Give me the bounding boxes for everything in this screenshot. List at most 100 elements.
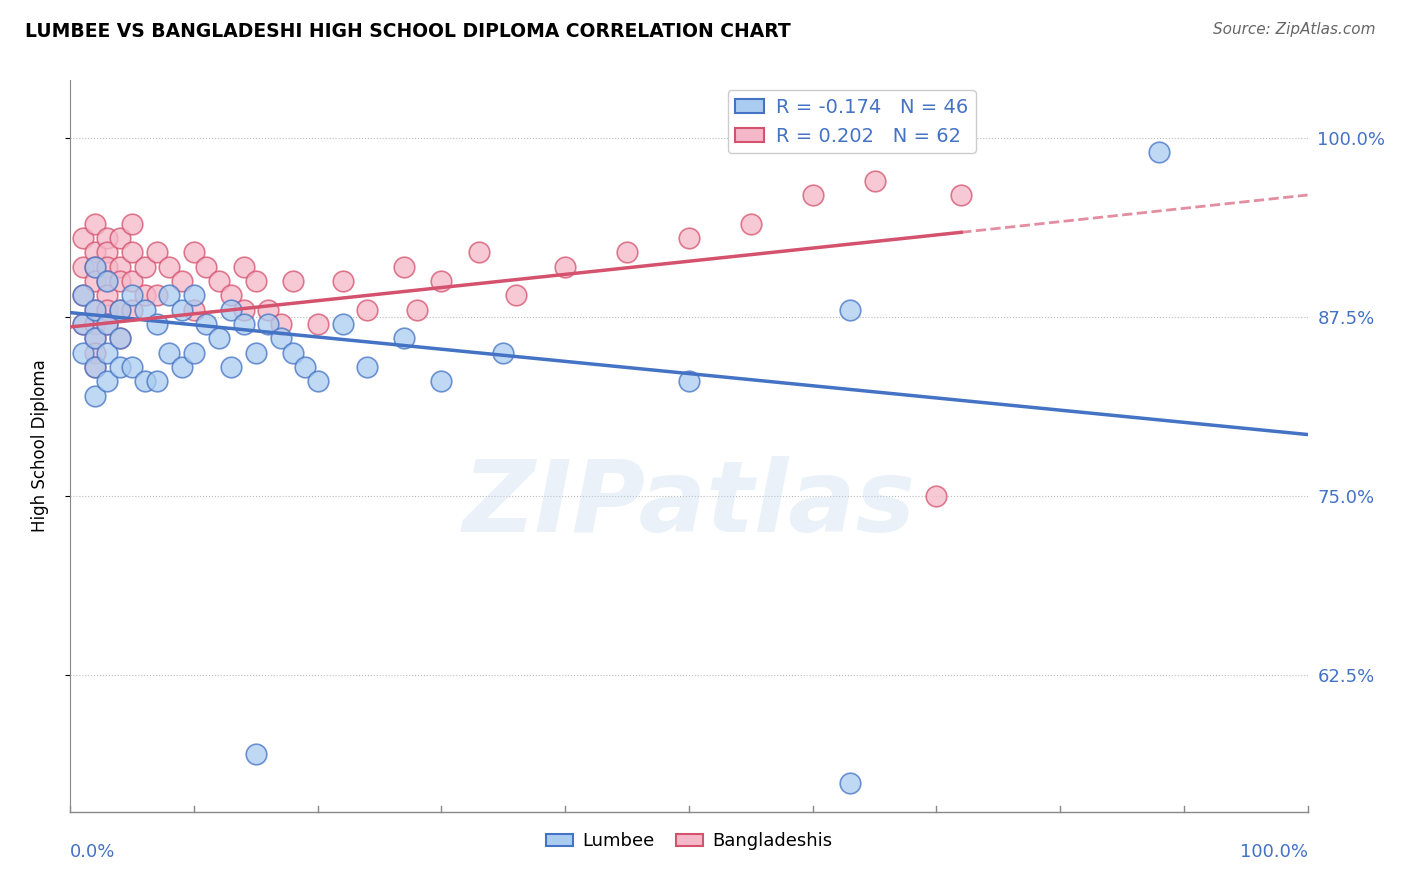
Point bbox=[430, 375, 453, 389]
Point bbox=[108, 274, 131, 288]
Point bbox=[950, 188, 973, 202]
Text: 100.0%: 100.0% bbox=[1240, 843, 1308, 862]
Point bbox=[84, 360, 107, 375]
Point bbox=[84, 260, 107, 274]
Point bbox=[307, 317, 329, 331]
Point bbox=[740, 217, 762, 231]
Point bbox=[72, 345, 94, 359]
Point bbox=[219, 360, 242, 375]
Point bbox=[219, 288, 242, 302]
Point bbox=[121, 360, 143, 375]
Legend: Lumbee, Bangladeshis: Lumbee, Bangladeshis bbox=[538, 825, 839, 857]
Point bbox=[208, 331, 231, 345]
Point bbox=[1147, 145, 1170, 159]
Text: 0.0%: 0.0% bbox=[70, 843, 115, 862]
Point bbox=[121, 245, 143, 260]
Point bbox=[257, 317, 280, 331]
Point bbox=[281, 274, 304, 288]
Point bbox=[405, 302, 427, 317]
Point bbox=[157, 260, 180, 274]
Point bbox=[108, 331, 131, 345]
Point bbox=[270, 317, 292, 331]
Point bbox=[96, 231, 118, 245]
Point bbox=[84, 274, 107, 288]
Point bbox=[96, 288, 118, 302]
Point bbox=[108, 360, 131, 375]
Point bbox=[134, 302, 156, 317]
Point bbox=[108, 302, 131, 317]
Point bbox=[84, 260, 107, 274]
Point bbox=[801, 188, 824, 202]
Point bbox=[157, 345, 180, 359]
Point bbox=[84, 302, 107, 317]
Point bbox=[84, 331, 107, 345]
Point bbox=[232, 317, 254, 331]
Point bbox=[245, 345, 267, 359]
Point bbox=[134, 288, 156, 302]
Point bbox=[108, 231, 131, 245]
Point bbox=[96, 274, 118, 288]
Point bbox=[678, 231, 700, 245]
Point bbox=[356, 360, 378, 375]
Point bbox=[616, 245, 638, 260]
Point bbox=[96, 317, 118, 331]
Point bbox=[183, 302, 205, 317]
Text: Source: ZipAtlas.com: Source: ZipAtlas.com bbox=[1212, 22, 1375, 37]
Point bbox=[96, 245, 118, 260]
Point bbox=[332, 274, 354, 288]
Point bbox=[356, 302, 378, 317]
Point bbox=[121, 217, 143, 231]
Point bbox=[72, 231, 94, 245]
Point bbox=[84, 360, 107, 375]
Point bbox=[257, 302, 280, 317]
Point bbox=[245, 274, 267, 288]
Point bbox=[307, 375, 329, 389]
Point bbox=[96, 260, 118, 274]
Point bbox=[678, 375, 700, 389]
Point bbox=[183, 288, 205, 302]
Point bbox=[96, 375, 118, 389]
Point bbox=[863, 174, 886, 188]
Point bbox=[84, 217, 107, 231]
Point bbox=[294, 360, 316, 375]
Point bbox=[84, 331, 107, 345]
Point bbox=[183, 245, 205, 260]
Point bbox=[505, 288, 527, 302]
Point bbox=[121, 302, 143, 317]
Point bbox=[195, 260, 218, 274]
Point bbox=[72, 317, 94, 331]
Point bbox=[394, 331, 416, 345]
Point bbox=[121, 288, 143, 302]
Point bbox=[183, 345, 205, 359]
Point bbox=[195, 317, 218, 331]
Point bbox=[84, 302, 107, 317]
Point bbox=[332, 317, 354, 331]
Point bbox=[838, 302, 860, 317]
Point bbox=[108, 331, 131, 345]
Point bbox=[208, 274, 231, 288]
Point bbox=[96, 302, 118, 317]
Point bbox=[84, 345, 107, 359]
Point bbox=[96, 274, 118, 288]
Point bbox=[219, 302, 242, 317]
Point bbox=[72, 317, 94, 331]
Point bbox=[146, 245, 169, 260]
Point bbox=[84, 245, 107, 260]
Point bbox=[84, 317, 107, 331]
Point bbox=[492, 345, 515, 359]
Point bbox=[232, 302, 254, 317]
Point bbox=[134, 260, 156, 274]
Point bbox=[72, 288, 94, 302]
Point bbox=[146, 375, 169, 389]
Point bbox=[146, 317, 169, 331]
Point bbox=[232, 260, 254, 274]
Point bbox=[838, 776, 860, 790]
Point bbox=[281, 345, 304, 359]
Point bbox=[108, 302, 131, 317]
Text: LUMBEE VS BANGLADESHI HIGH SCHOOL DIPLOMA CORRELATION CHART: LUMBEE VS BANGLADESHI HIGH SCHOOL DIPLOM… bbox=[25, 22, 792, 41]
Point bbox=[245, 747, 267, 762]
Point bbox=[170, 302, 193, 317]
Point bbox=[96, 345, 118, 359]
Point bbox=[108, 260, 131, 274]
Y-axis label: High School Diploma: High School Diploma bbox=[31, 359, 49, 533]
